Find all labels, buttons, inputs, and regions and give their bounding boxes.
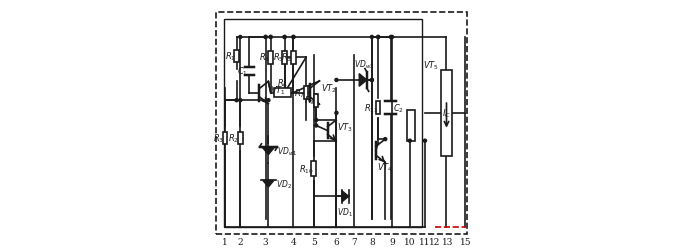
Circle shape — [315, 119, 318, 122]
Circle shape — [389, 36, 392, 39]
Text: $VD_{w2}$: $VD_{w2}$ — [354, 58, 374, 71]
Circle shape — [335, 79, 338, 82]
Text: $VT_2$: $VT_2$ — [320, 82, 337, 94]
Circle shape — [315, 124, 318, 128]
Text: 2: 2 — [238, 237, 243, 246]
Text: $R_4$: $R_4$ — [259, 52, 270, 64]
Circle shape — [235, 99, 238, 102]
Bar — [314, 94, 318, 107]
Circle shape — [335, 112, 338, 115]
Text: 10: 10 — [404, 237, 415, 246]
Text: $C_2$: $C_2$ — [393, 102, 404, 115]
Polygon shape — [359, 74, 367, 87]
Text: $R_7$: $R_7$ — [294, 87, 305, 100]
Text: $R_6$: $R_6$ — [277, 77, 288, 89]
Text: 4: 4 — [290, 237, 296, 246]
Text: $R_{11}$: $R_{11}$ — [364, 102, 378, 115]
Text: $R_2$: $R_2$ — [229, 132, 240, 145]
Bar — [291, 52, 296, 64]
Text: 15: 15 — [460, 237, 471, 246]
Bar — [223, 132, 227, 145]
Text: $R_5$: $R_5$ — [273, 52, 283, 64]
Text: 13: 13 — [442, 237, 454, 246]
Text: $VT_5$: $VT_5$ — [423, 59, 439, 72]
Text: 6: 6 — [333, 237, 339, 246]
Bar — [238, 132, 242, 145]
Text: 7: 7 — [351, 237, 357, 246]
Circle shape — [267, 99, 270, 102]
Text: $VD_1$: $VD_1$ — [337, 205, 353, 218]
Bar — [441, 71, 451, 156]
Text: $VT_1$: $VT_1$ — [270, 84, 286, 97]
Text: $R_1$: $R_1$ — [225, 50, 236, 63]
Text: $VD_{w1}$: $VD_{w1}$ — [277, 145, 298, 158]
Text: 5: 5 — [311, 237, 317, 246]
Circle shape — [292, 36, 295, 39]
Polygon shape — [342, 191, 348, 202]
Polygon shape — [262, 147, 275, 155]
Text: $VT_4$: $VT_4$ — [377, 161, 393, 173]
Circle shape — [269, 36, 273, 39]
Text: 1: 1 — [222, 237, 228, 246]
Bar — [311, 161, 316, 176]
Bar — [407, 111, 415, 141]
Text: 8: 8 — [369, 237, 375, 246]
Circle shape — [423, 140, 426, 143]
Circle shape — [376, 36, 380, 39]
Text: $R_8$: $R_8$ — [281, 52, 292, 64]
Text: 3: 3 — [263, 237, 268, 246]
Circle shape — [264, 36, 267, 39]
Text: $R_9$: $R_9$ — [305, 94, 316, 107]
Circle shape — [370, 36, 374, 39]
Circle shape — [264, 36, 267, 39]
Text: $C_1$: $C_1$ — [238, 66, 249, 78]
Circle shape — [239, 36, 242, 39]
Bar — [282, 52, 287, 64]
Bar — [275, 89, 291, 98]
Bar — [234, 50, 239, 63]
Text: 12: 12 — [430, 237, 441, 246]
Polygon shape — [263, 181, 274, 187]
Circle shape — [408, 140, 411, 143]
Circle shape — [370, 79, 374, 82]
Circle shape — [292, 36, 295, 39]
Text: $R_3$: $R_3$ — [213, 132, 224, 145]
Text: $R_{10}$: $R_{10}$ — [298, 163, 313, 175]
Circle shape — [391, 36, 393, 39]
Text: 9: 9 — [389, 237, 395, 246]
Circle shape — [283, 36, 286, 39]
Text: 11: 11 — [419, 237, 431, 246]
Bar — [268, 52, 273, 64]
Circle shape — [384, 138, 387, 141]
Bar — [376, 102, 380, 115]
Circle shape — [370, 79, 374, 82]
Bar — [304, 87, 308, 100]
Text: $VT_3$: $VT_3$ — [337, 121, 353, 134]
Text: $I_C$: $I_C$ — [442, 107, 451, 120]
Circle shape — [239, 99, 242, 102]
Circle shape — [283, 36, 286, 39]
Circle shape — [269, 36, 273, 39]
Circle shape — [376, 36, 380, 39]
Text: $VD_2$: $VD_2$ — [276, 178, 292, 190]
